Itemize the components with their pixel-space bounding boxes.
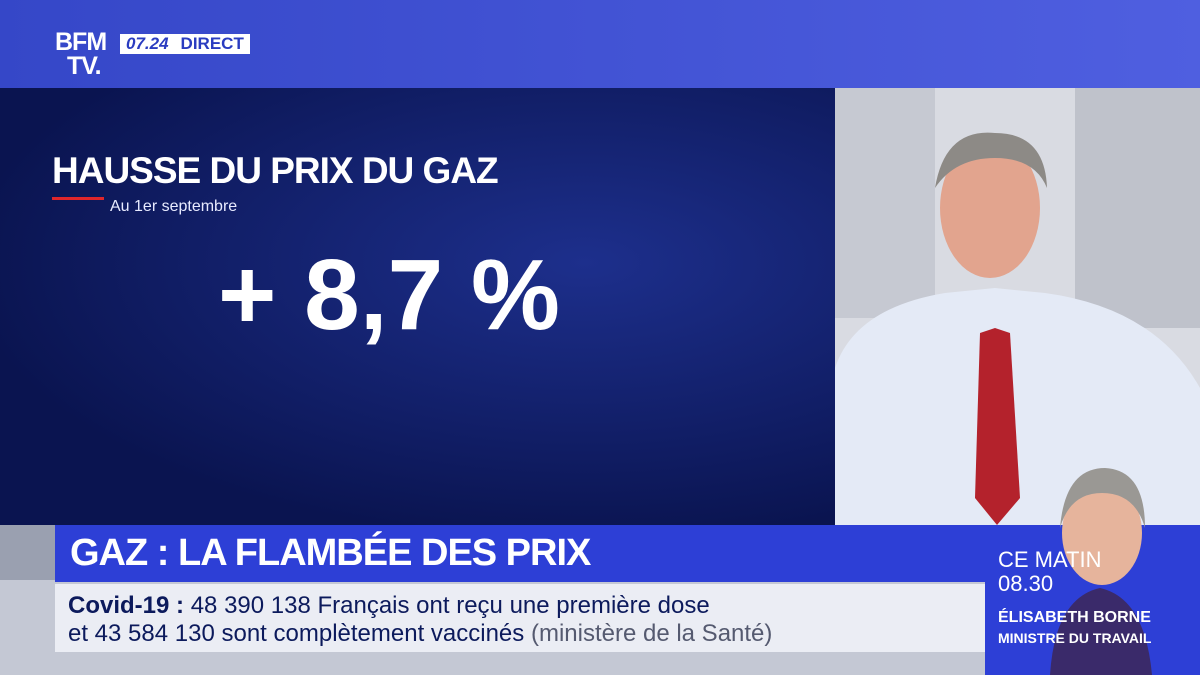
ticker-source: (ministère de la Santé) <box>530 620 773 647</box>
headline: GAZ : LA FLAMBÉE DES PRIX <box>70 532 591 574</box>
ticker-text: 48 390 138 Français ont reçu une premièr… <box>190 592 710 619</box>
status-bar: 07.24 DIRECT <box>120 34 250 54</box>
clock: 07.24 <box>126 34 169 53</box>
logo: BFM TV. <box>55 28 107 80</box>
ticker-bar <box>55 584 985 652</box>
guest-portrait <box>1050 468 1152 675</box>
guest-time: 08.30 <box>998 571 1054 596</box>
studio-panel <box>1075 88 1200 328</box>
guest-face <box>1062 481 1142 585</box>
presenter-shirt <box>835 288 1200 525</box>
guest-slot: CE MATIN <box>998 547 1102 572</box>
graphic-subtitle: Au 1er septembre <box>110 198 238 215</box>
guest-role: MINISTRE DU TRAVAIL <box>998 630 1152 646</box>
guest-name: ÉLISABETH BORNE <box>998 609 1151 626</box>
presenter-tie <box>975 328 1020 525</box>
graphic-panel <box>0 88 835 525</box>
studio-panel <box>835 88 935 318</box>
ticker-separator: : <box>176 592 185 619</box>
ticker-text: et 43 584 130 sont complètement vaccinés <box>68 620 525 647</box>
presenter-hair <box>935 132 1047 188</box>
headline-bar <box>55 525 985 582</box>
guest-jacket <box>1050 588 1152 675</box>
guest-hair <box>1060 468 1145 528</box>
ticker-label: Covid-19 <box>68 592 170 619</box>
key-figure: + 8,7 % <box>218 239 560 351</box>
accent-line <box>52 197 104 200</box>
presenter-face <box>940 138 1040 278</box>
live-label: DIRECT <box>180 34 244 53</box>
logo-line: BFM <box>55 28 107 56</box>
guest-caption: ÉLISABETH BORNE MINISTRE DU TRAVAIL <box>998 608 1151 648</box>
graphic-title: HAUSSE DU PRIX DU GAZ <box>52 150 499 191</box>
logo-line: TV. <box>67 52 102 80</box>
ticker: Covid-19 : 48 390 138 Français ont reçu … <box>68 592 772 648</box>
guest-time-block: CE MATIN 08.30 <box>998 548 1101 596</box>
studio-view <box>835 88 1200 525</box>
